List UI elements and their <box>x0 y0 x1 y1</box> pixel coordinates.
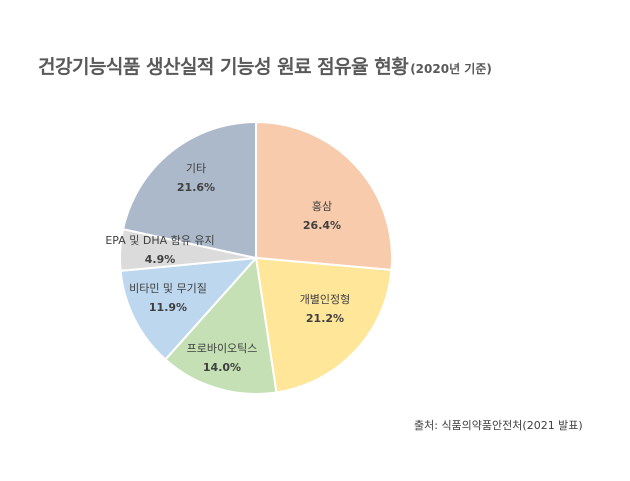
slice-label-4: EPA 및 DHA 함유 유지 <box>105 234 214 247</box>
slice-value-1: 21.2% <box>306 312 344 325</box>
slice-value-2: 14.0% <box>203 361 241 374</box>
slice-label-0: 홍삼 <box>312 199 332 213</box>
pie-slices <box>119 120 393 395</box>
slice-value-4: 4.9% <box>145 253 176 266</box>
pie-slice-5 <box>121 120 257 260</box>
pie-labels: 홍삼 26.4% 개별인정형 21.2% 프로바이오틱스 14.0% 비타민 및 무기질 11… <box>105 162 350 374</box>
slice-value-5: 21.6% <box>177 181 215 194</box>
pie-slice-2 <box>164 255 278 395</box>
chart-title-main: 건강기능식품 생산실적 기능성 원료 점유율 현황 <box>38 56 409 78</box>
pie-slice-1 <box>254 256 393 394</box>
pie-slice-0 <box>255 120 393 272</box>
chart-title: 건강기능식품 생산실적 기능성 원료 점유율 현황 (2020년 기준) <box>38 52 492 79</box>
source-note: 출처: 식품의약품안전처(2021 발표) <box>414 419 583 432</box>
slice-label-5: 기타 <box>186 162 206 175</box>
slice-label-2: 프로바이오틱스 <box>187 342 258 355</box>
slice-value-0: 26.4% <box>303 219 341 232</box>
chart-title-sub: (2020년 기준) <box>410 62 492 76</box>
slice-label-3: 비타민 및 무기질 <box>129 282 207 295</box>
pie-slice-3 <box>119 256 259 361</box>
slice-value-3: 11.9% <box>149 301 187 314</box>
slice-label-1: 개별인정형 <box>300 293 351 306</box>
